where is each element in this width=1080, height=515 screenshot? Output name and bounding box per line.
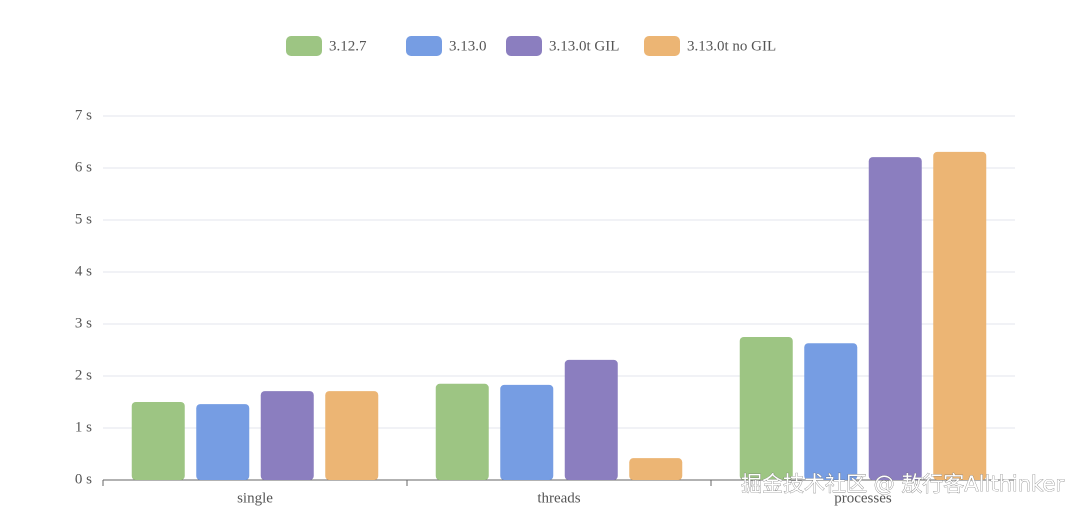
legend-swatch — [644, 36, 680, 56]
y-tick-label: 2 s — [75, 367, 92, 383]
y-tick-label: 7 s — [75, 107, 92, 123]
bar — [131, 402, 185, 480]
bar — [325, 391, 379, 480]
bar — [739, 337, 793, 480]
bar — [933, 151, 987, 480]
x-tick-label: threads — [537, 490, 580, 506]
bar — [196, 404, 250, 480]
y-tick-label: 0 s — [75, 471, 92, 487]
bar — [260, 391, 314, 480]
bar — [500, 384, 554, 480]
bar — [435, 383, 489, 480]
watermark: 掘金技术社区 @ 敖行客Allthinker — [741, 472, 1064, 496]
x-tick-label: processes — [834, 490, 892, 506]
y-tick-label: 1 s — [75, 419, 92, 435]
legend-swatch — [406, 36, 442, 56]
y-tick-label: 3 s — [75, 315, 92, 331]
legend-label: 3.13.0t no GIL — [687, 38, 776, 54]
y-tick-label: 4 s — [75, 263, 92, 279]
bar — [564, 359, 618, 480]
bar — [868, 157, 922, 480]
y-tick-label: 5 s — [75, 211, 92, 227]
legend-swatch — [286, 36, 322, 56]
x-tick-label: single — [237, 490, 273, 506]
legend-label: 3.13.0t GIL — [549, 38, 619, 54]
legend-label: 3.13.0 — [449, 38, 487, 54]
legend-swatch — [506, 36, 542, 56]
bar — [804, 343, 858, 480]
y-tick-label: 6 s — [75, 159, 92, 175]
bar — [629, 458, 683, 480]
legend-label: 3.12.7 — [329, 38, 367, 54]
